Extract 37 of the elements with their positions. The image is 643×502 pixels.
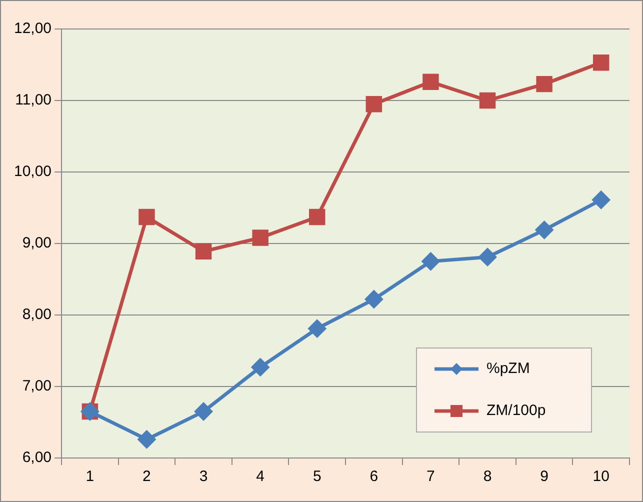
point bbox=[365, 290, 383, 308]
y-tick-label: 12,00 bbox=[14, 20, 52, 38]
x-tick-label: 1 bbox=[86, 468, 94, 486]
point bbox=[422, 252, 440, 270]
x-tick-label: 7 bbox=[426, 468, 435, 486]
point bbox=[479, 92, 496, 109]
x-tick-label: 3 bbox=[199, 468, 208, 486]
y-tick-label: 7,00 bbox=[22, 378, 52, 395]
point bbox=[138, 208, 155, 226]
legend-label: ZM/100p bbox=[486, 402, 546, 420]
point bbox=[138, 430, 156, 448]
x-tick-label: 2 bbox=[142, 468, 151, 486]
x-tick-label: 8 bbox=[483, 468, 492, 486]
y-tick-label: 6,00 bbox=[22, 449, 52, 466]
y-tick-label: 11,00 bbox=[15, 92, 52, 109]
point bbox=[536, 221, 554, 239]
y-tick-label: 10,00 bbox=[14, 163, 52, 180]
point bbox=[194, 402, 212, 420]
y-tick-label: 9,00 bbox=[22, 234, 52, 252]
point bbox=[195, 243, 212, 260]
point bbox=[309, 208, 326, 226]
point bbox=[252, 358, 270, 376]
x-tick-label: 4 bbox=[256, 468, 264, 486]
point bbox=[308, 320, 326, 338]
point bbox=[422, 74, 439, 90]
y-tick-label: 8,00 bbox=[22, 306, 52, 324]
point bbox=[478, 248, 496, 266]
point bbox=[592, 54, 610, 71]
point bbox=[592, 191, 610, 209]
point bbox=[536, 76, 552, 92]
x-tick-label: 5 bbox=[312, 468, 322, 486]
x-tick-label: 10 bbox=[592, 468, 610, 486]
legend-label: %pZM bbox=[486, 360, 530, 378]
x-tick-label: 6 bbox=[370, 468, 378, 486]
x-tick-label: 9 bbox=[540, 468, 548, 486]
point bbox=[252, 230, 268, 246]
point bbox=[366, 96, 382, 112]
